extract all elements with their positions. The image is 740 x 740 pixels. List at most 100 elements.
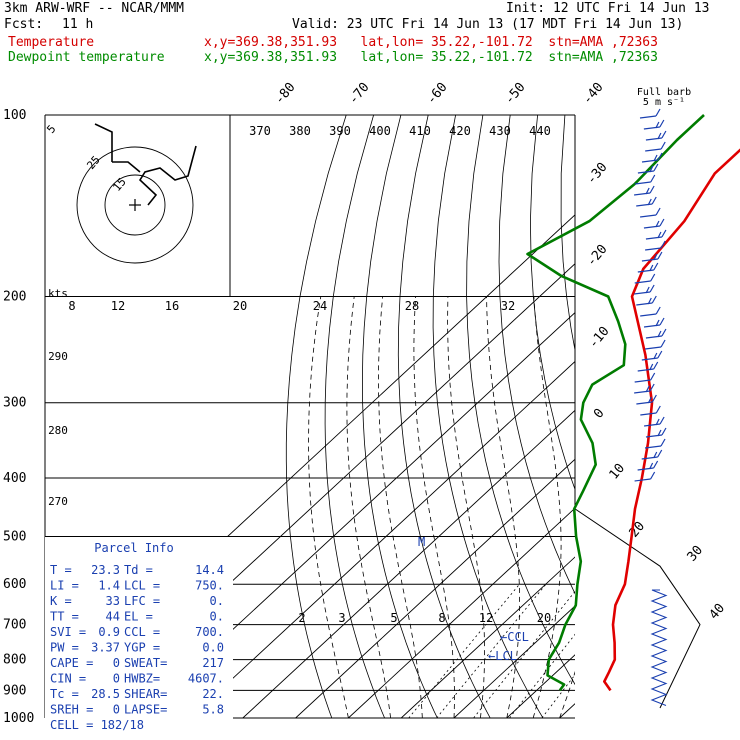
wind-barb: [634, 174, 656, 185]
wind-barb-staff: [637, 269, 654, 273]
isotherm-label: -70: [346, 80, 373, 108]
wind-barb-flag: [657, 231, 662, 239]
wind-barb-flag: [647, 198, 652, 206]
isotherm-label: 10: [607, 461, 629, 483]
parcel-info-value: 217: [202, 656, 224, 670]
wind-barb-staff: [643, 225, 661, 229]
parcel-info-cell: CELL = 182/18: [50, 718, 144, 732]
wind-barb: [644, 416, 665, 427]
wind-barb-flag: [661, 427, 667, 436]
parcel-info-value: 1.4: [98, 579, 120, 593]
wind-barb-flag: [657, 152, 663, 161]
parcel-info-value: CIN =: [50, 672, 86, 686]
hodograph-ring-label: 15: [110, 175, 128, 194]
wind-barb: [645, 229, 667, 240]
pressure-tick-label: 200: [3, 290, 26, 305]
parcel-info-value: 0.: [210, 610, 224, 624]
parcel-info-value: SWEAT=: [124, 656, 167, 670]
isotherm-label: 20: [627, 519, 649, 541]
wind-barb-staff: [645, 148, 662, 152]
wind-barb-flag: [653, 154, 658, 162]
theta-label: 420: [449, 124, 471, 138]
wind-barb-flag: [661, 229, 667, 238]
parcel-info-box: Parcel Info T = 23.3 Td = 14.4 LI = 1.4 LCL = 75…: [45, 537, 233, 732]
theta-label: 390: [329, 124, 351, 138]
parcel-info-value: TT =: [50, 610, 79, 624]
pressure-tick-label: 100: [3, 108, 26, 123]
wind-barb-flag: [653, 460, 659, 469]
mixing-ratio-line: [473, 590, 575, 718]
isotherm-label: -30: [584, 160, 611, 188]
wind-barb: [643, 119, 665, 130]
wind-barb-staff: [634, 390, 651, 394]
moist-adiabat-line: [559, 670, 575, 718]
temperature-legend: Temperature: [8, 35, 95, 50]
wind-barb-flag: [653, 262, 659, 271]
theta-small-label: 280: [48, 424, 68, 437]
wind-barb-flag: [650, 174, 656, 183]
dewpoint-location: x,y=369.38,351.93 lat,lon= 35.22,-101.72…: [204, 50, 658, 65]
dry-adiabat-line: [397, 115, 491, 718]
moist-adiabat-line: [447, 296, 485, 718]
theta-label: 440: [529, 124, 551, 138]
pressure-tick-label: 800: [3, 653, 26, 668]
theta-label: 370: [249, 124, 271, 138]
wind-barb-flag: [651, 295, 657, 304]
parcel-info-value: 14.4: [195, 563, 224, 577]
wind-barb: [634, 471, 656, 482]
mixing-ratio-line: [585, 584, 686, 718]
wind-barb-staff: [634, 478, 651, 482]
wind-barb: [634, 273, 656, 284]
dry-adiabat-line: [432, 115, 544, 718]
parcel-info-value: SVI =: [50, 625, 86, 639]
isotherm-line: [295, 458, 575, 718]
wind-barb-staff: [643, 126, 660, 130]
wind-barb-staff: [634, 280, 651, 284]
wind-barb-flag: [649, 165, 654, 173]
hodograph-ring-label: 5: [44, 122, 58, 135]
parcel-info-value: 23.3: [91, 563, 120, 577]
parcel-info-title: Parcel Info: [94, 541, 173, 555]
sounding-profiles: ←CCL ←LCL M: [418, 114, 740, 692]
parcel-info-background: [45, 537, 233, 723]
isotherm-label: -20: [584, 242, 611, 270]
wind-barb-flag: [645, 385, 650, 393]
pressure-tick-label: 900: [3, 683, 26, 698]
wind-barb-flag: [659, 416, 665, 425]
wind-barb: [643, 317, 665, 328]
wind-barb-staff: [641, 357, 658, 361]
wind-barb-flag: [655, 405, 661, 414]
parcel-info-value: 0: [113, 656, 120, 670]
wind-barb-staff: [637, 467, 654, 471]
wind-barb-flag: [659, 119, 665, 128]
hodograph-kts-label: kts: [48, 287, 68, 300]
low-level-wind-barbs: [650, 589, 668, 707]
parcel-info-value: K =: [50, 594, 72, 608]
dry-adiabat-line: [498, 115, 575, 595]
parcel-info-value: 3.37: [91, 641, 120, 655]
wind-barb-flag: [659, 317, 665, 326]
wind-barb-flag: [655, 220, 660, 228]
dry-adiabat-line: [466, 115, 575, 686]
valid-time: Valid: 23 UTC Fri 14 Jun 13 (17 MDT Fri …: [292, 17, 684, 32]
parcel-info-value: T =: [50, 563, 72, 577]
wind-barb-staff: [641, 159, 659, 163]
parcel-info-value: Td =: [124, 563, 153, 577]
dry-adiabat-line: [674, 115, 740, 718]
parcel-info-value: 0.: [210, 594, 224, 608]
wind-barb-flag: [649, 363, 654, 371]
mixing-ratio-label: 3: [338, 611, 345, 625]
parcel-info-value: 44: [106, 610, 120, 624]
parcel-info-value: 0.9: [98, 625, 120, 639]
parcel-info-value: 5.8: [202, 703, 224, 717]
wind-barb: [645, 427, 667, 438]
wind-barb-flag: [657, 350, 663, 359]
wind-barb: [645, 141, 666, 152]
wind-barb: [634, 383, 655, 394]
wind-barb-staff: [634, 291, 651, 295]
wind-barb-staff: [641, 258, 658, 262]
pressure-tick-label: 400: [3, 471, 26, 486]
pressure-tick-label: 600: [3, 577, 26, 592]
wind-barb: [636, 295, 657, 306]
wind-barb-flag: [660, 240, 666, 249]
